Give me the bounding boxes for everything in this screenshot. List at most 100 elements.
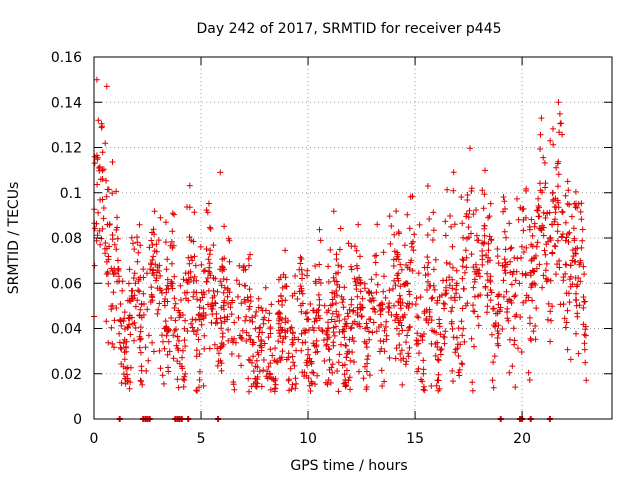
data-point [289,381,296,388]
data-point [459,361,466,368]
data-point [160,380,167,387]
data-point [180,276,187,283]
data-point [455,353,462,359]
data-point [255,351,262,358]
data-point [307,388,314,394]
data-point [378,367,385,374]
data-point [580,294,587,300]
data-point [99,196,106,203]
data-point [316,226,323,233]
data-point [357,279,364,286]
data-point [494,253,501,260]
data-point [376,302,383,309]
data-point [100,215,107,222]
data-point [582,332,589,339]
data-point [564,307,571,314]
data-point [393,311,400,318]
data-point [414,313,421,320]
data-point [192,317,199,323]
data-point [569,247,576,254]
data-point [191,273,198,280]
data-point [241,282,248,289]
data-point [149,267,156,274]
data-point [138,314,145,321]
data-point [581,271,588,278]
data-point [121,336,128,343]
data-point [371,253,378,259]
data-point [262,284,269,291]
data-point [442,328,449,335]
data-point [401,242,408,249]
data-point [120,340,127,347]
data-point [116,339,123,346]
data-point [190,289,197,296]
data-point [188,320,195,327]
data-point [196,351,203,357]
data-point [441,301,448,308]
data-point [448,223,455,230]
data-point [149,297,156,304]
data-point [564,178,571,185]
data-point [438,346,445,352]
data-point [405,350,412,357]
data-point [292,375,299,382]
data-point [356,368,362,375]
data-point [186,182,193,189]
data-point [253,383,260,390]
data-point [583,377,590,384]
data-point [482,167,488,174]
y-tick-label: 0.06 [51,276,82,292]
data-point [345,377,352,384]
data-point [457,341,464,348]
data-point [556,257,563,264]
data-point [194,388,201,394]
data-point [578,216,585,223]
data-point [443,259,450,266]
data-point [151,248,158,254]
data-point [520,205,527,212]
data-point [165,326,172,333]
data-point [451,221,458,228]
data-point [195,336,202,343]
data-point [108,324,115,331]
data-point [527,320,533,327]
data-point [192,262,199,269]
data-point [564,346,571,353]
data-point [136,221,143,228]
data-point [312,278,319,285]
data-point [512,384,519,391]
data-point [110,289,117,296]
data-point [145,332,152,339]
data-point [129,295,136,302]
data-point [194,296,201,303]
data-point [580,263,587,270]
data-point [496,308,503,315]
data-point [182,343,189,350]
data-point [566,299,573,306]
y-tick-label: 0.14 [51,95,82,111]
data-point [572,296,579,303]
data-point [511,293,518,300]
data-point [564,200,571,207]
data-point [470,302,476,309]
data-point [424,287,430,293]
data-point [388,312,395,318]
data-point [353,286,360,293]
data-point [442,232,449,239]
data-point [500,194,507,200]
data-point [351,359,357,365]
data-point [250,339,257,346]
data-point [338,263,345,270]
data-point [164,351,171,358]
data-point [98,235,105,242]
data-point [330,329,337,336]
data-point [226,258,233,265]
data-point [360,375,367,382]
data-point [562,192,569,199]
data-point [459,332,466,339]
data-point [166,348,173,355]
data-point [454,345,461,352]
data-point [449,285,456,292]
data-point [347,325,354,332]
data-point [533,265,540,272]
